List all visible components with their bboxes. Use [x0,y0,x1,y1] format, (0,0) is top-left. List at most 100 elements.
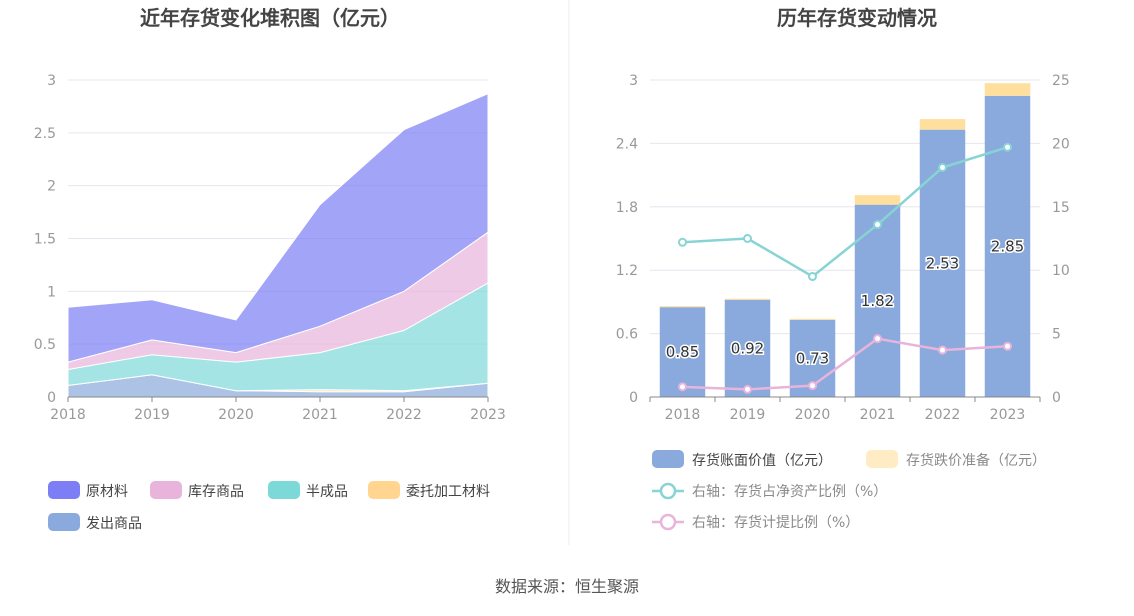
line-point [873,220,882,230]
left-x-axis: 2018 2019 2020 2021 2022 2023 [50,396,506,423]
legend-label: 原材料 [86,484,128,500]
legend-label: 右轴：存货占净资产比例（%） [692,483,887,500]
right-y-tick-label: 1.2 [616,263,638,279]
right-x-tick-label: 2020 [795,407,831,423]
legend-item-存货跌价准备（亿元）: 存货跌价准备（亿元） [866,450,1046,469]
left-y-tick-label: 2 [47,179,56,195]
bar-value-label: 2.53 [926,254,959,272]
right-left-y-axis-ticks: 0 0.6 1.2 1.8 2.4 3 [616,73,638,406]
legend-label: 右轴：存货计提比例（%） [692,514,859,531]
right-y2-tick-label: 25 [1052,73,1070,89]
right-y-tick-label: 3 [629,73,638,89]
bar-book-value [659,307,706,397]
right-x-axis: 2018 2019 2020 2021 2022 2023 [649,396,1041,423]
right-bar-labels: 0.85 0.92 0.73 1.82 2.53 2.85 [664,236,1025,369]
line-point [938,345,947,355]
right-y2-tick-label: 20 [1052,136,1070,152]
legend-label: 库存商品 [188,484,244,500]
left-x-tick-label: 2021 [302,407,338,423]
legend-swatch [368,481,400,499]
right-gridlines [650,79,1040,335]
legend-marker [659,482,677,500]
legend-item-存货账面价值（亿元）: 存货账面价值（亿元） [652,450,832,469]
bar-value-label: 0.85 [666,343,699,361]
legend-swatch [652,450,684,468]
line-point [743,384,752,394]
legend-item-委托加工材料: 委托加工材料 [368,481,490,500]
line-point [743,234,752,243]
legend-label: 发出商品 [86,516,142,532]
bar-reserve [724,298,771,300]
bar-reserve [854,195,901,205]
line-point [1003,341,1012,351]
right-y-tick-label: 1.8 [616,200,638,216]
legend-item-右轴：存货计提比例（%）: 右轴：存货计提比例（%） [652,513,859,531]
line-右轴：存货计提比例（%） [682,337,1008,391]
left-y-tick-label: 3 [47,73,56,89]
left-x-tick-label: 2020 [218,407,254,423]
line-point [678,237,687,247]
line-point [808,381,817,391]
right-legend: 存货账面价值（亿元） 存货跌价准备（亿元） 右轴：存货占净资产比例（%） 右轴：存货计… [652,450,1046,531]
legend-marker [659,513,677,531]
bar-value-label: 1.82 [861,292,894,310]
right-x-tick-label: 2021 [860,407,896,423]
left-y-tick-label: 2.5 [34,126,56,142]
left-chart-title: 近年存货变化堆积图（亿元） [140,6,400,30]
legend-label: 存货账面价值（亿元） [692,452,832,469]
left-x-tick-label: 2023 [470,407,506,423]
left-y-tick-label: 0.5 [34,337,56,353]
bar-reserve [789,318,836,320]
right-chart-title: 历年存货变动情况 [777,6,937,30]
legend-swatch [48,481,80,499]
line-point [938,162,947,172]
line-point [678,382,687,392]
bar-value-label: 2.85 [991,237,1024,255]
right-lines [678,142,1012,394]
legend-swatch [150,481,182,499]
legend-item-发出商品: 发出商品 [48,513,142,532]
legend-item-右轴：存货占净资产比例（%）: 右轴：存货占净资产比例（%） [652,482,887,500]
right-y-tick-label: 0 [629,390,638,406]
left-y-axis-ticks: 0 0.5 1 1.5 2 2.5 3 [34,73,56,406]
legend-label: 存货跌价准备（亿元） [906,452,1046,469]
left-y-tick-label: 1.5 [34,232,56,248]
legend-swatch [866,450,898,468]
area-原材料 [67,92,489,363]
right-y-tick-label: 2.4 [616,136,638,152]
legend-item-半成品: 半成品 [268,481,348,500]
right-y2-tick-label: 0 [1052,390,1061,406]
left-x-tick-label: 2022 [386,407,422,423]
right-x-tick-label: 2019 [730,407,766,423]
right-right-y-axis-ticks: 0 5 10 15 20 25 [1052,73,1070,406]
line-point [1003,142,1012,152]
left-x-tick-label: 2019 [134,407,170,423]
line-右轴：存货占净资产比例（%） [682,146,1008,279]
bar-value-label: 0.92 [731,339,764,357]
legend-item-库存商品: 库存商品 [150,481,244,500]
left-y-tick-label: 0 [47,390,56,406]
left-chart-panel: 近年存货变化堆积图（亿元） 0 0.5 1 1.5 2 2.5 3 2018 2019 2020… [34,6,506,532]
right-y2-tick-label: 10 [1052,263,1070,279]
legend-label: 半成品 [306,484,348,500]
right-x-tick-label: 2022 [925,407,961,423]
left-stacked-areas [67,92,489,398]
legend-swatch [268,481,300,499]
legend-item-原材料: 原材料 [48,481,128,500]
bar-reserve [984,83,1031,96]
right-x-tick-label: 2023 [990,407,1026,423]
right-y-tick-label: 0.6 [616,327,638,343]
legend-swatch [48,513,80,531]
right-y2-tick-label: 5 [1052,327,1061,343]
right-y2-tick-label: 15 [1052,200,1070,216]
left-y-tick-label: 1 [47,284,56,300]
data-source-note: 数据来源：恒生聚源 [495,577,639,596]
line-point [873,334,882,344]
left-x-tick-label: 2018 [50,407,86,423]
bar-value-label: 0.73 [796,349,829,367]
right-x-tick-label: 2018 [665,407,701,423]
line-point [808,272,817,282]
